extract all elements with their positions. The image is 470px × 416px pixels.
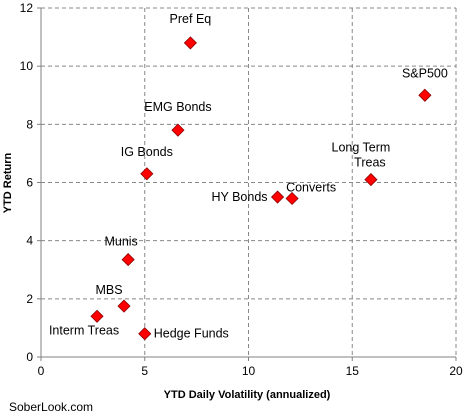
point-label: EMG Bonds — [144, 100, 211, 114]
data-point — [117, 299, 131, 313]
data-point — [138, 327, 152, 341]
y-tick-label: 10 — [20, 59, 34, 73]
tick-labels: 0 5 10 15 20 0 2 4 6 8 10 12 — [20, 1, 463, 378]
point-label: Munis — [104, 235, 137, 249]
point-label: Converts — [286, 180, 336, 194]
point-labels: Pref Eq S&P500 EMG Bonds IG Bonds HY Bonds Co… — [49, 12, 448, 341]
point-label: HY Bonds — [211, 190, 267, 204]
y-tick-label: 8 — [26, 117, 33, 131]
y-tick-label: 4 — [26, 234, 33, 248]
y-tick-label: 12 — [20, 1, 34, 15]
data-point — [171, 123, 185, 137]
y-axis-title: YTD Return — [2, 152, 14, 213]
x-tick-label: 15 — [346, 364, 360, 378]
point-label: Pref Eq — [170, 12, 212, 26]
data-point — [285, 191, 299, 206]
x-tick-label: 20 — [449, 364, 463, 378]
y-tick-label: 0 — [26, 350, 33, 364]
y-tick-label: 6 — [26, 176, 33, 190]
point-label: MBS — [95, 283, 122, 297]
data-point — [418, 88, 432, 102]
data-point — [121, 253, 135, 267]
data-point — [270, 190, 285, 204]
x-tick-label: 0 — [38, 364, 45, 378]
x-tick-label: 5 — [141, 364, 148, 378]
data-point — [90, 309, 104, 323]
y-tick-label: 2 — [26, 292, 33, 306]
x-tick-label: 10 — [242, 364, 256, 378]
axes — [37, 7, 457, 361]
point-label: Hedge Funds — [154, 327, 229, 341]
data-points — [90, 36, 432, 341]
credit-text: SoberLook.com — [9, 400, 93, 414]
point-label: Interm Treas — [49, 323, 119, 337]
data-point — [140, 167, 154, 181]
point-label: Long Term Treas — [332, 141, 391, 170]
grid-lines — [41, 7, 457, 357]
data-point — [364, 173, 378, 187]
data-point — [183, 36, 197, 50]
x-axis-title: YTD Daily Volatility (annualized) — [164, 389, 331, 401]
point-label: IG Bonds — [121, 145, 173, 159]
point-label: S&P500 — [402, 66, 448, 80]
